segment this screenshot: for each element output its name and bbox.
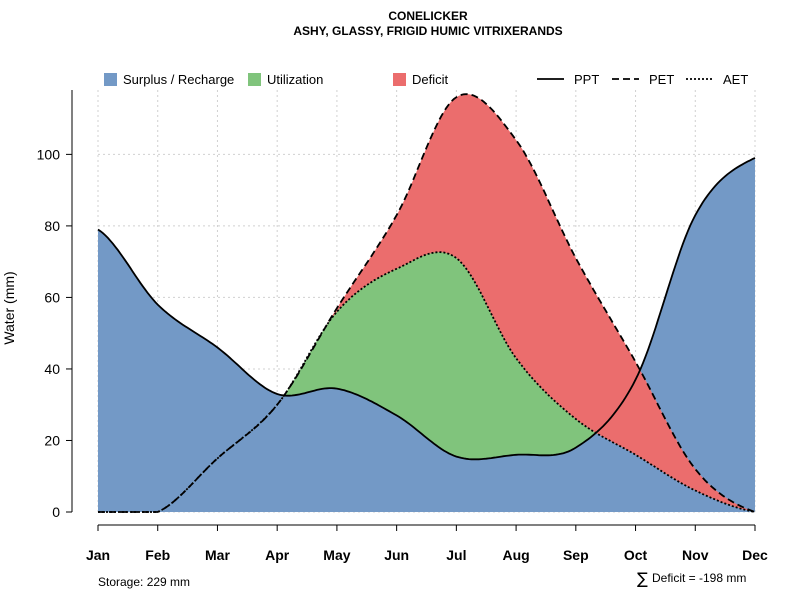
- x-tick-label: Dec: [742, 547, 768, 563]
- series-line-ppt: [97, 157, 756, 461]
- axes: 0 20 40 60 80 100 Jan Feb Mar Apr May Jun Jul Aug Sep O…: [37, 90, 768, 563]
- legend-label: PET: [649, 72, 674, 87]
- series-line-pet: [98, 93, 756, 513]
- x-tick-label: May: [323, 547, 350, 563]
- sum-symbol-icon: ∑: [637, 569, 648, 588]
- storage-annotation: Storage: 229 mm: [98, 575, 190, 589]
- x-tick-label: Feb: [145, 547, 170, 563]
- y-tick-label: 20: [44, 432, 60, 448]
- x-tick-label: Nov: [682, 547, 709, 563]
- x-tick-label: Sep: [563, 547, 589, 563]
- y-axis-label: Water (mm): [1, 271, 17, 344]
- deficit-annotation: Deficit = -198 mm: [652, 571, 746, 585]
- legend-label: Utilization: [267, 72, 323, 87]
- series-lines: [97, 93, 756, 513]
- y-tick-label: 0: [52, 504, 60, 520]
- surplus-overlap-area: [98, 388, 755, 512]
- x-tick-label: Jun: [384, 547, 409, 563]
- x-tick-label: Aug: [502, 547, 529, 563]
- legend-swatch: [248, 73, 261, 86]
- x-tick-label: Oct: [624, 547, 648, 563]
- y-tick-label: 100: [37, 146, 61, 162]
- legend-label: AET: [723, 72, 748, 87]
- y-tick-label: 40: [44, 361, 60, 377]
- y-tick-label: 80: [44, 218, 60, 234]
- legend-label: PPT: [574, 72, 599, 87]
- chart-title: CONELICKER: [388, 9, 468, 23]
- x-tick-label: Jul: [446, 547, 466, 563]
- x-tick-label: Apr: [265, 547, 290, 563]
- x-tick-label: Mar: [205, 547, 230, 563]
- chart-subtitle: ASHY, GLASSY, FRIGID HUMIC VITRIXERANDS: [293, 24, 562, 38]
- legend: Surplus / Recharge Utilization Deficit PPT P…: [104, 72, 748, 87]
- legend-label: Surplus / Recharge: [123, 72, 234, 87]
- legend-label: Deficit: [412, 72, 449, 87]
- fill-areas: [98, 94, 755, 512]
- legend-swatch: [393, 73, 406, 86]
- legend-swatch: [104, 73, 117, 86]
- x-tick-label: Jan: [86, 547, 110, 563]
- y-tick-label: 60: [44, 289, 60, 305]
